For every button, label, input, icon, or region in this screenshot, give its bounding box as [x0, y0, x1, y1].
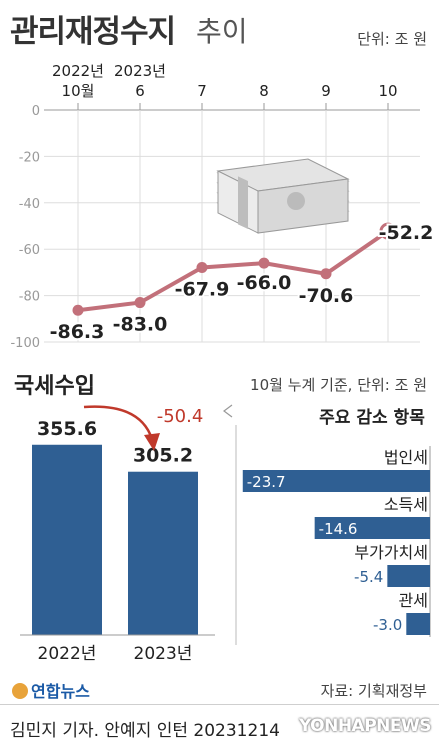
- data-label: -83.0: [113, 314, 168, 336]
- divider: [0, 704, 439, 705]
- series-line: [77, 229, 390, 313]
- bar-value-label: 355.6: [37, 418, 97, 440]
- bar-value-label: 305.2: [133, 445, 193, 467]
- chart-title: 주요 감소 항목: [319, 407, 425, 428]
- y-tick-label: -80: [19, 290, 40, 305]
- bar-value-label: -3.0: [373, 616, 402, 634]
- logo: 연합뉴스: [12, 678, 90, 702]
- section-unit-label: 10월 누계 기준, 단위: 조 원: [250, 376, 427, 394]
- x-tick-label: 10: [378, 82, 397, 100]
- x-tick-label: 6: [135, 82, 145, 100]
- bar-value-label: -14.6: [319, 520, 358, 538]
- bar: [32, 444, 102, 635]
- watermark: YONHAPNEWS: [298, 716, 432, 736]
- down-arrow-icon: [83, 405, 154, 440]
- y-tick-label: -40: [19, 197, 40, 212]
- bar-category-label: 2023년: [134, 644, 193, 664]
- data-point: [72, 304, 84, 316]
- logo-mark-icon: [12, 683, 28, 699]
- data-label: -66.0: [237, 272, 292, 294]
- x-tick-label: 10월: [62, 82, 95, 100]
- data-label: -70.6: [299, 285, 354, 307]
- logo-text: 연합뉴스: [31, 682, 90, 701]
- credit-line: 김민지 기자. 안예지 인턴 20231214: [10, 721, 280, 741]
- section-title: 국세수입: [14, 374, 95, 399]
- bar: [314, 517, 430, 539]
- y-tick-label: -100: [10, 336, 40, 351]
- category-label: 부가가치세: [354, 543, 428, 562]
- page-title-suffix: 추이: [196, 15, 248, 48]
- bar: [242, 470, 430, 492]
- bar-category-label: 2022년: [38, 644, 97, 664]
- x-year-label: 2023년: [114, 62, 166, 80]
- data-point: [320, 268, 332, 280]
- bar: [406, 613, 430, 635]
- money-portrait: [287, 192, 305, 210]
- category-label: 관세: [399, 591, 428, 610]
- difference-annotation: -50.4: [157, 406, 204, 427]
- line-chart: 0 -20 -40 -60 -80 -100 10월 2022년 6 2023년 7 8 9 10 -86.…: [10, 62, 435, 351]
- data-label: -86.3: [50, 321, 105, 343]
- x-year-label: 2022년: [52, 62, 104, 80]
- x-tick-label: 8: [259, 82, 269, 100]
- bar-value-label: -23.7: [247, 473, 286, 491]
- bar: [387, 565, 430, 587]
- data-label: -52.2: [379, 222, 434, 244]
- bar-chart: 355.6 2022년 305.2 2023년 -50.4: [20, 404, 237, 664]
- data-point-end: [379, 222, 397, 240]
- y-tick-label: -60: [19, 243, 40, 258]
- bar: [128, 471, 198, 635]
- money-band: [238, 176, 248, 229]
- category-label: 법인세: [384, 448, 428, 467]
- data-point: [134, 297, 146, 309]
- arrow-head: [144, 433, 160, 451]
- bar-value-label: -5.4: [354, 568, 383, 586]
- data-point: [258, 257, 270, 269]
- bracket-mark: [223, 404, 233, 418]
- data-point: [196, 262, 208, 274]
- data-label: -67.9: [175, 279, 230, 301]
- x-tick-label: 9: [321, 82, 331, 100]
- y-tick-label: -20: [19, 150, 40, 165]
- category-label: 소득세: [384, 495, 428, 514]
- y-tick-label: 0: [32, 104, 40, 119]
- unit-label: 단위: 조 원: [357, 30, 427, 48]
- money-stack-icon: [216, 158, 350, 234]
- source-label: 자료: 기획재정부: [320, 682, 427, 700]
- page-title: 관리재정수지: [10, 14, 176, 50]
- x-tick-label: 7: [197, 82, 207, 100]
